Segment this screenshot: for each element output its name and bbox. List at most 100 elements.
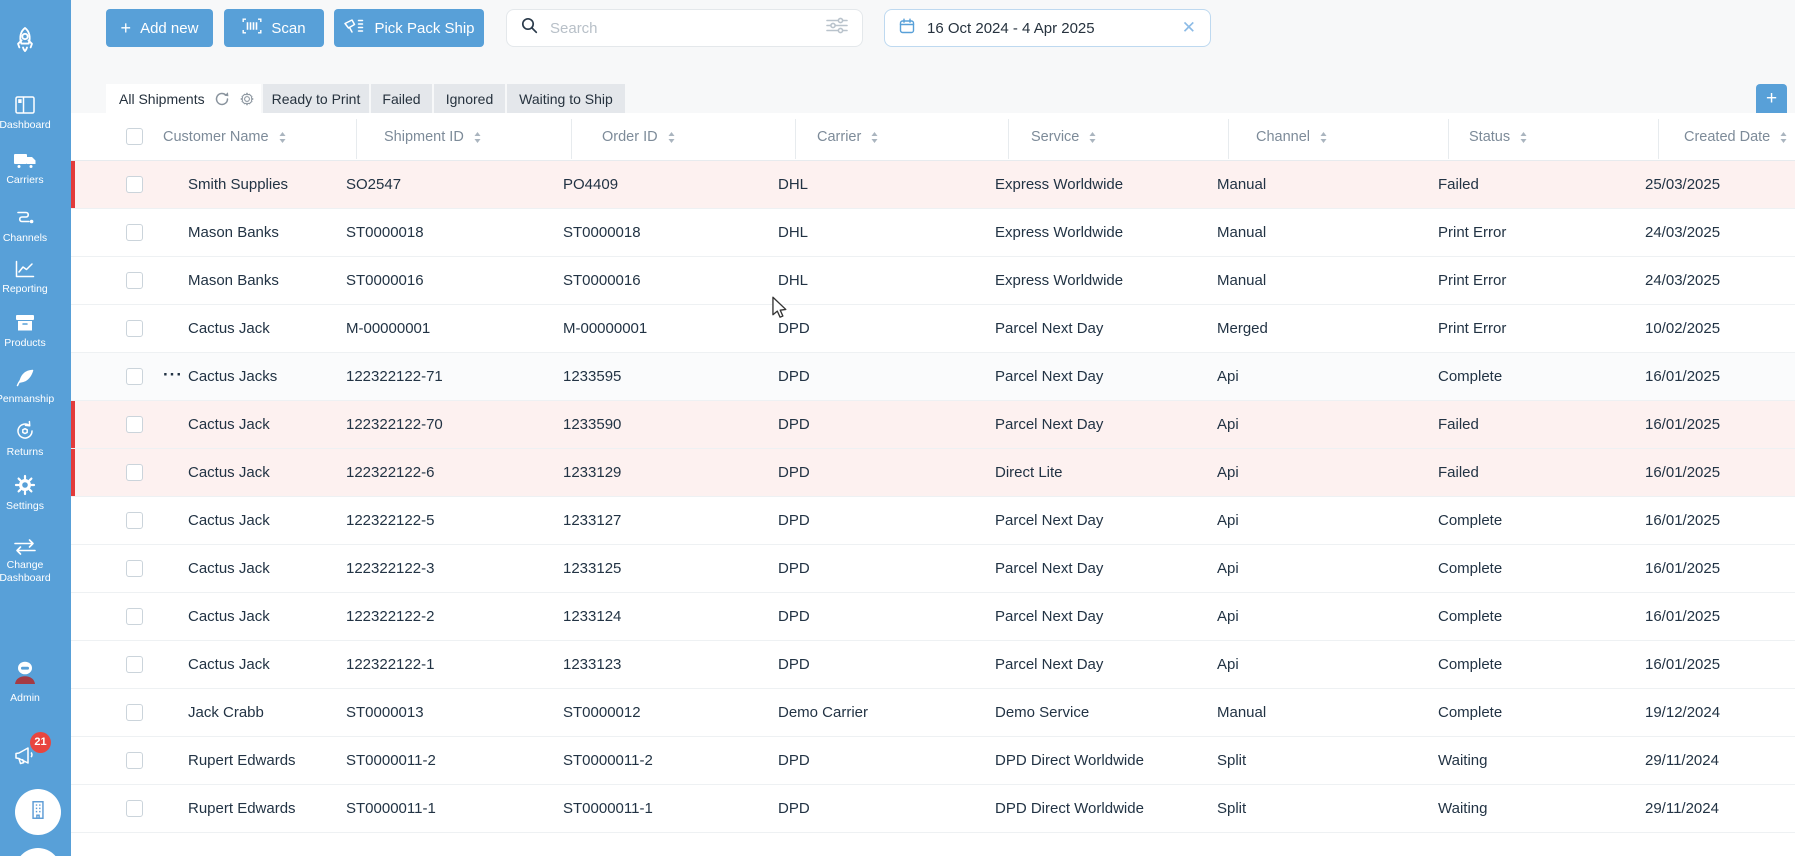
cell-status: Failed [1438, 416, 1479, 433]
row-checkbox[interactable] [126, 224, 143, 241]
cell-status: Complete [1438, 608, 1503, 625]
cell-channel: Api [1217, 560, 1239, 577]
row-checkbox[interactable] [126, 272, 143, 289]
cell-order-id: 1233595 [563, 368, 622, 385]
row-checkbox[interactable] [126, 320, 143, 337]
dashboard-icon [0, 94, 71, 116]
sidebar-item-label: Change Dashboard [0, 559, 51, 584]
cell-shipment-id: ST0000011-1 [346, 800, 436, 817]
table-row[interactable]: ··· Mason Banks ST0000018 ST0000018 DHL … [71, 209, 1795, 257]
row-checkbox[interactable] [126, 560, 143, 577]
cell-created-date: 16/01/2025 [1645, 656, 1721, 673]
cell-carrier: DHL [778, 224, 809, 241]
table-row[interactable]: ··· Smith Supplies SO2547 PO4409 DHL Exp… [71, 161, 1795, 209]
cell-channel: Api [1217, 608, 1239, 625]
scan-button[interactable]: Scan [224, 9, 324, 47]
column-header-customer-name[interactable]: Customer Name [163, 113, 286, 161]
cell-status: Complete [1438, 560, 1503, 577]
sidebar-item-penmanship[interactable]: Penmanship [0, 366, 71, 406]
table-row[interactable]: ··· Jack Crabb ST0000013 ST0000012 Demo … [71, 689, 1795, 737]
sidebar-item-label: Returns [6, 446, 44, 458]
cell-shipment-id: ST0000016 [346, 272, 424, 289]
refresh-icon[interactable] [214, 91, 230, 107]
company-button[interactable] [15, 789, 61, 835]
sidebar-item-carriers[interactable]: Carriers [0, 151, 71, 187]
date-range-picker[interactable]: 16 Oct 2024 - 4 Apr 2025 ✕ [884, 9, 1211, 47]
tab-ignored[interactable]: Ignored [434, 84, 505, 113]
column-header-service[interactable]: Service [1031, 113, 1096, 161]
column-header-order-id[interactable]: Order ID [602, 113, 675, 161]
sidebar-item-announcements[interactable]: 21 [0, 732, 71, 768]
row-actions-icon[interactable]: ··· [163, 365, 183, 384]
sidebar-item-label: Reporting [2, 283, 48, 295]
feather-icon [0, 366, 71, 390]
column-header-created-date[interactable]: Created Date [1684, 113, 1787, 161]
app-logo[interactable] [0, 24, 71, 58]
cell-order-id: ST0000018 [563, 224, 641, 241]
table-row[interactable]: ··· Rupert Edwards ST0000011-1 ST0000011… [71, 785, 1795, 833]
row-checkbox[interactable] [126, 800, 143, 817]
row-checkbox[interactable] [126, 752, 143, 769]
sidebar-item-dashboard[interactable]: Dashboard [0, 94, 71, 132]
row-checkbox[interactable] [126, 464, 143, 481]
row-checkbox[interactable] [126, 176, 143, 193]
cell-channel: Api [1217, 368, 1239, 385]
tab-all-shipments[interactable]: All Shipments [106, 84, 261, 113]
cell-service: Demo Service [995, 704, 1090, 721]
tab-settings-gear-icon[interactable] [239, 91, 255, 107]
cell-created-date: 10/02/2025 [1645, 320, 1721, 337]
table-row[interactable]: ··· Mason Banks ST0000016 ST0000016 DHL … [71, 257, 1795, 305]
table-row[interactable]: ··· Cactus Jack 122322122-6 1233129 DPD … [71, 449, 1795, 497]
table-row[interactable]: ··· Cactus Jacks 122322122-71 1233595 DP… [71, 353, 1795, 401]
sort-icon [1780, 131, 1787, 143]
cell-channel: Api [1217, 416, 1239, 433]
cell-carrier: DPD [778, 608, 810, 625]
table-row[interactable]: ··· Cactus Jack 122322122-5 1233127 DPD … [71, 497, 1795, 545]
sidebar-item-reporting[interactable]: Reporting [0, 258, 71, 296]
row-checkbox[interactable] [126, 656, 143, 673]
cell-shipment-id: ST0000018 [346, 224, 424, 241]
date-range-value: 16 Oct 2024 - 4 Apr 2025 [927, 19, 1095, 37]
sidebar-item-admin[interactable]: Admin [0, 659, 71, 705]
tab-waiting-to-ship[interactable]: Waiting to Ship [507, 84, 625, 113]
table-body: ··· Smith Supplies SO2547 PO4409 DHL Exp… [71, 161, 1795, 833]
sidebar-item-products[interactable]: Products [0, 312, 71, 350]
cell-created-date: 19/12/2024 [1645, 704, 1721, 721]
row-checkbox[interactable] [126, 704, 143, 721]
table-row[interactable]: ··· Cactus Jack 122322122-2 1233124 DPD … [71, 593, 1795, 641]
table-row[interactable]: ··· Cactus Jack 122322122-3 1233125 DPD … [71, 545, 1795, 593]
column-header-status[interactable]: Status [1469, 113, 1527, 161]
table-row[interactable]: ··· Cactus Jack M-00000001 M-00000001 DP… [71, 305, 1795, 353]
row-checkbox[interactable] [126, 416, 143, 433]
filter-sliders-icon[interactable] [826, 17, 848, 39]
add-new-button[interactable]: + Add new [106, 9, 213, 47]
sidebar-item-label: Admin [10, 692, 40, 704]
search-input[interactable] [550, 19, 814, 37]
cell-channel: Split [1217, 752, 1247, 769]
row-checkbox[interactable] [126, 608, 143, 625]
table-row[interactable]: ··· Rupert Edwards ST0000011-2 ST0000011… [71, 737, 1795, 785]
table-row[interactable]: ··· Cactus Jack 122322122-1 1233123 DPD … [71, 641, 1795, 689]
cell-customer-name: Mason Banks [188, 272, 279, 289]
tab-ready-to-print[interactable]: Ready to Print [263, 84, 369, 113]
table-row[interactable]: ··· Cactus Jack 122322122-70 1233590 DPD… [71, 401, 1795, 449]
sidebar-item-returns[interactable]: Returns [0, 419, 71, 459]
add-tab-button[interactable]: + [1756, 84, 1787, 113]
cell-shipment-id: 122322122-6 [346, 464, 435, 481]
cell-customer-name: Cactus Jack [188, 416, 270, 433]
tab-failed[interactable]: Failed [371, 84, 432, 113]
cell-carrier: DPD [778, 464, 810, 481]
row-checkbox[interactable] [126, 512, 143, 529]
gear-icon [0, 473, 71, 497]
sidebar-item-channels[interactable]: Channels [0, 205, 71, 245]
pick-pack-ship-button[interactable]: Pick Pack Ship [334, 9, 484, 47]
secondary-round-button[interactable] [15, 848, 61, 856]
select-all-checkbox[interactable] [126, 128, 143, 145]
clear-date-icon[interactable]: ✕ [1181, 18, 1196, 37]
column-header-channel[interactable]: Channel [1256, 113, 1327, 161]
sidebar-item-change-dashboard[interactable]: Change Dashboard [0, 538, 71, 585]
sidebar-item-settings[interactable]: Settings [0, 473, 71, 513]
column-header-shipment-id[interactable]: Shipment ID [384, 113, 481, 161]
column-header-carrier[interactable]: Carrier [817, 113, 878, 161]
row-checkbox[interactable] [126, 368, 143, 385]
